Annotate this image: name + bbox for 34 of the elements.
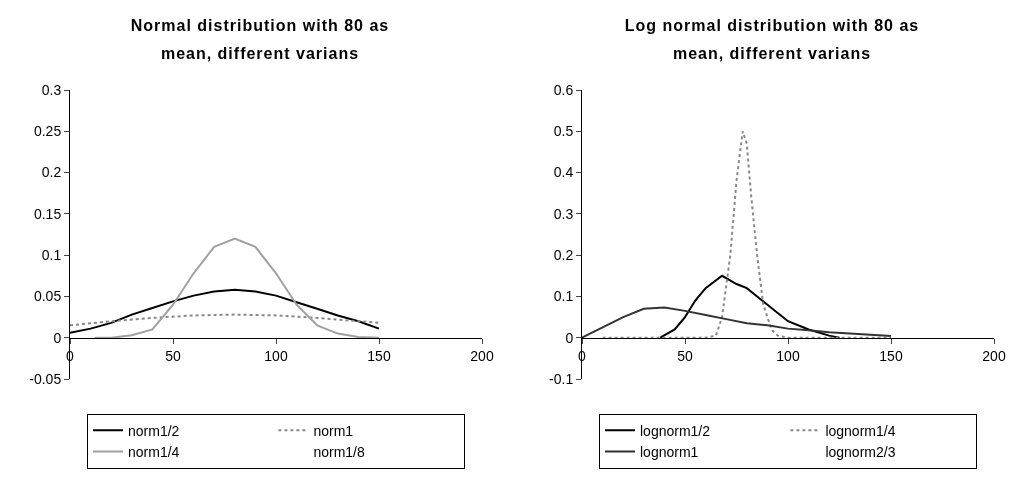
y-tick-label: 0.1	[41, 247, 62, 264]
text: norm1/8	[313, 443, 365, 460]
x-tick-label: 50	[165, 347, 181, 364]
y-tick-label: 0.1	[553, 288, 574, 305]
y-tick-label: 0.2	[41, 164, 62, 181]
x-tick-label: 100	[776, 347, 800, 364]
x-tick-label: 200	[470, 347, 494, 364]
legend-label: lognorm1	[640, 443, 699, 460]
legend-label: lognorm1/2	[640, 422, 711, 439]
y-tick-label: 0	[53, 329, 62, 346]
y-tick-label: 0.3	[41, 81, 62, 98]
x-tick-label: 200	[982, 347, 1006, 364]
y-tick-label: -0.1	[549, 370, 574, 387]
x-tick-label: 100	[264, 347, 288, 364]
y-tick-label: -0.05	[29, 370, 62, 387]
y-tick-label: 0.05	[33, 288, 62, 305]
y-tick-label: 0.15	[33, 205, 62, 222]
chart-title: Normal distribution with 80 as mean, different varians	[129, 16, 391, 64]
legend-label: lognorm1/4	[825, 422, 896, 439]
text: lognorm2/3	[825, 443, 896, 460]
chart-title: Log normal distribution with 80 as mean, different varians	[623, 16, 921, 64]
x-tick-label: 50	[677, 347, 693, 364]
y-tick-label: 0.25	[33, 123, 62, 140]
y-tick-label: 0.2	[553, 247, 574, 264]
y-tick-label: 0.3	[553, 205, 574, 222]
y-tick-label: 0.6	[553, 81, 574, 98]
y-tick-label: 0.5	[553, 123, 574, 140]
y-tick-label: 0	[565, 329, 574, 346]
y-tick-label: 0.4	[553, 164, 574, 181]
legend-label: norm1/2	[128, 422, 180, 439]
x-tick-label: 150	[879, 347, 903, 364]
legend-label: norm1/4	[128, 443, 180, 460]
x-tick-label: 150	[367, 347, 391, 364]
legend-label: norm1	[313, 422, 354, 439]
